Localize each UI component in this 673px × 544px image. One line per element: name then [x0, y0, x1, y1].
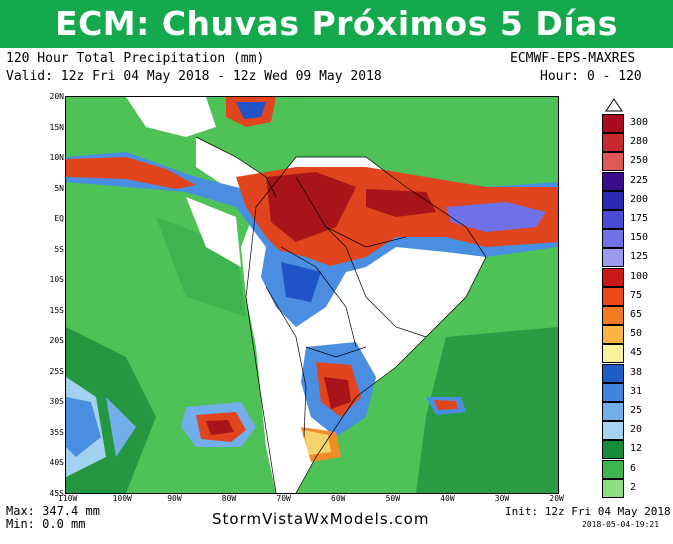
colorbar-label: 65 [630, 309, 643, 320]
colorbar-label: 45 [630, 347, 643, 359]
latitude-label: EQ [54, 214, 64, 223]
latitude-label: 30S [49, 397, 64, 406]
colorbar-swatch [602, 114, 624, 133]
colorbar-swatch [602, 325, 624, 345]
colorbar-label: 75 [630, 289, 643, 301]
colorbar-swatch [602, 382, 624, 402]
colorbar-swatch [602, 171, 624, 191]
colorbar-swatch [602, 267, 624, 287]
colorbar-swatch [602, 344, 624, 364]
colorbar-label: 6 [630, 462, 637, 474]
colorbar-label: 100 [630, 270, 649, 282]
colorbar-label: 2 [630, 481, 637, 493]
longitude-label: 100W [112, 494, 132, 503]
latitude-label: 10S [49, 275, 64, 284]
latitude-label: 15S [49, 305, 64, 315]
latitude-label: 15N [49, 122, 64, 132]
colorbar-label: 300 [630, 117, 649, 128]
colorbar-swatch [602, 190, 624, 210]
product-title: 120 Hour Total Precipitation (mm) [6, 51, 265, 66]
model-name: ECMWF-EPS-MAXRES [510, 51, 636, 66]
colorbar-label: 150 [630, 232, 649, 244]
colorbar-label: 175 [630, 213, 649, 224]
colorbar-swatch [602, 402, 624, 421]
colorbar-swatch [602, 459, 624, 479]
valid-period: Valid: 12z Fri 04 May 2018 - 12z Wed 09 … [6, 69, 382, 84]
colorbar-label: 25 [630, 405, 643, 416]
colorbar-label: 125 [630, 251, 649, 263]
colorbar-label: 31 [630, 385, 643, 397]
longitude-label: 90W [167, 494, 182, 503]
colorbar-label: 12 [630, 443, 643, 455]
colorbar-swatch [602, 440, 624, 460]
colorbar-swatch [602, 306, 624, 325]
colorbar-label: 20 [630, 424, 643, 436]
precipitation-field [66, 97, 558, 493]
latitude-label: 5S [54, 244, 64, 254]
init-time: Init: 12z Fri 04 May 2018 [505, 505, 671, 518]
colorbar-swatch [602, 210, 624, 229]
colorbar-swatch [602, 248, 624, 268]
longitude-label: 30W [494, 494, 510, 503]
longitude-label: 110W [58, 494, 78, 503]
longitude-label: 80W [221, 494, 237, 503]
colorbar-label: 200 [630, 193, 649, 205]
page-banner-title: ECM: Chuvas Próximos 5 Días (mm) [0, 0, 673, 91]
colorbar-swatch [602, 286, 624, 306]
colorbar-label: 225 [630, 174, 649, 186]
longitude-label: 60W [331, 494, 346, 503]
latitude-label: 20N [49, 92, 64, 101]
colorbar-label: 38 [630, 366, 643, 378]
longitude-label: 70W [276, 494, 291, 503]
colorbar-swatch [602, 133, 624, 153]
latitude-label: 25S [49, 366, 64, 376]
colorbar-top-arrow [605, 98, 623, 112]
colorbar-label: 280 [630, 136, 649, 148]
longitude-label: 20W [549, 494, 564, 503]
generated-timestamp: 2018-05-04-19:21 [582, 520, 660, 529]
colorbar-label: 50 [630, 328, 643, 340]
site-watermark: StormVistaWxModels.com [212, 510, 430, 528]
max-value: Max: 347.4 mm [6, 504, 100, 518]
colorbar-swatch [602, 152, 624, 172]
colorbar-swatch [602, 421, 624, 441]
colorbar-swatch [602, 229, 624, 249]
colorbar-swatch [602, 478, 624, 498]
latitude-label: 35S [49, 427, 64, 437]
latitude-label: 5N [54, 183, 64, 193]
latitude-label: 45S [49, 488, 64, 498]
longitude-label: 40W [440, 494, 455, 503]
longitude-label: 50W [385, 494, 401, 503]
precipitation-map [65, 96, 559, 494]
latitude-label: 40S [49, 458, 64, 467]
colorbar-label: 250 [630, 155, 649, 167]
forecast-hour-range: Hour: 0 - 120 [540, 69, 642, 84]
latitude-label: 20S [49, 336, 64, 345]
colorbar-swatch [602, 363, 624, 383]
latitude-label: 10N [49, 153, 64, 162]
min-value: Min: 0.0 mm [6, 517, 86, 531]
